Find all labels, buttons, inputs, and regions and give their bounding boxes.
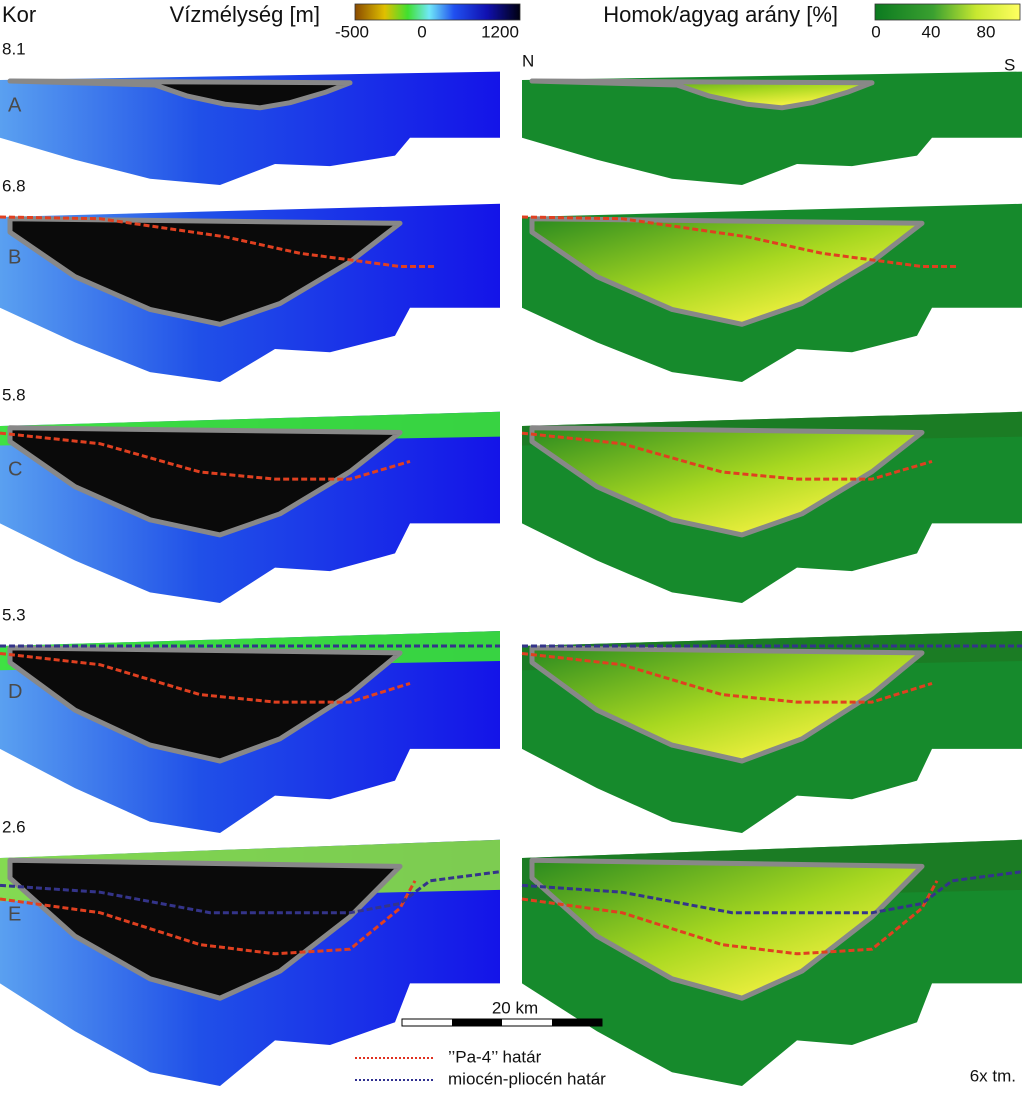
- scale-bar-segment: [452, 1019, 502, 1026]
- basin-fill: [529, 645, 925, 764]
- section-body: [0, 71, 500, 185]
- basin-fill: [7, 216, 403, 327]
- panel-label: D: [8, 681, 22, 703]
- basin-fill: [529, 216, 925, 327]
- ratio-colorbar: [874, 3, 1021, 21]
- pa4-boundary: [0, 652, 411, 704]
- panel-label: B: [8, 247, 21, 269]
- depth-title: Vízmélység [m]: [170, 2, 320, 27]
- south-label: S: [1004, 55, 1015, 74]
- legend-label: ’’Pa-4’’ határ: [448, 1047, 542, 1066]
- panel-age: 6.8: [2, 176, 26, 195]
- pa4-boundary: [521, 431, 933, 481]
- panel-age: 5.3: [2, 605, 26, 624]
- scale-bar-segment: [552, 1019, 602, 1026]
- pa4-boundary: [521, 215, 957, 268]
- mio-plio-boundary: [0, 870, 501, 915]
- ratio-title: Homok/agyag arány [%]: [603, 2, 838, 27]
- basin-fill: [529, 425, 925, 538]
- panels: A 8.1 B 6.8 C 5.8 D 5.3 E 2.6: [0, 39, 1023, 1086]
- basin-fill: [7, 645, 403, 764]
- pa4-boundary: [521, 652, 933, 704]
- basin-fill: [529, 78, 875, 111]
- depth-tick: -500: [335, 22, 369, 41]
- pa4-boundary: [0, 431, 411, 481]
- age-label: Kor: [2, 2, 36, 27]
- section-body: [522, 71, 1022, 185]
- depth-colorbar: [354, 3, 521, 21]
- ratio-tick: 0: [871, 22, 880, 41]
- panel-age: 8.1: [2, 39, 26, 58]
- panel-label: A: [8, 95, 22, 117]
- depth-tick: 1200: [481, 22, 519, 41]
- panel-label: C: [8, 459, 22, 481]
- mio-plio-boundary: [521, 870, 1023, 915]
- legend-label: miocén-pliocén határ: [448, 1069, 606, 1088]
- basin-fill: [7, 425, 403, 538]
- panel-age: 5.8: [2, 385, 26, 404]
- pa4-boundary: [521, 880, 939, 956]
- ratio-tick: 40: [922, 22, 941, 41]
- scale-bar: 20 km: [401, 998, 603, 1027]
- pa4-boundary: [0, 880, 417, 956]
- panel-age: 2.6: [2, 817, 26, 836]
- depth-tick: 0: [417, 22, 426, 41]
- scale-bar-label: 20 km: [492, 998, 538, 1017]
- north-label: N: [522, 51, 534, 70]
- note: 6x tm.: [970, 1066, 1016, 1085]
- panel-label: E: [8, 903, 21, 925]
- basin-fill: [7, 78, 353, 111]
- ratio-tick: 80: [977, 22, 996, 41]
- pa4-boundary: [0, 215, 435, 268]
